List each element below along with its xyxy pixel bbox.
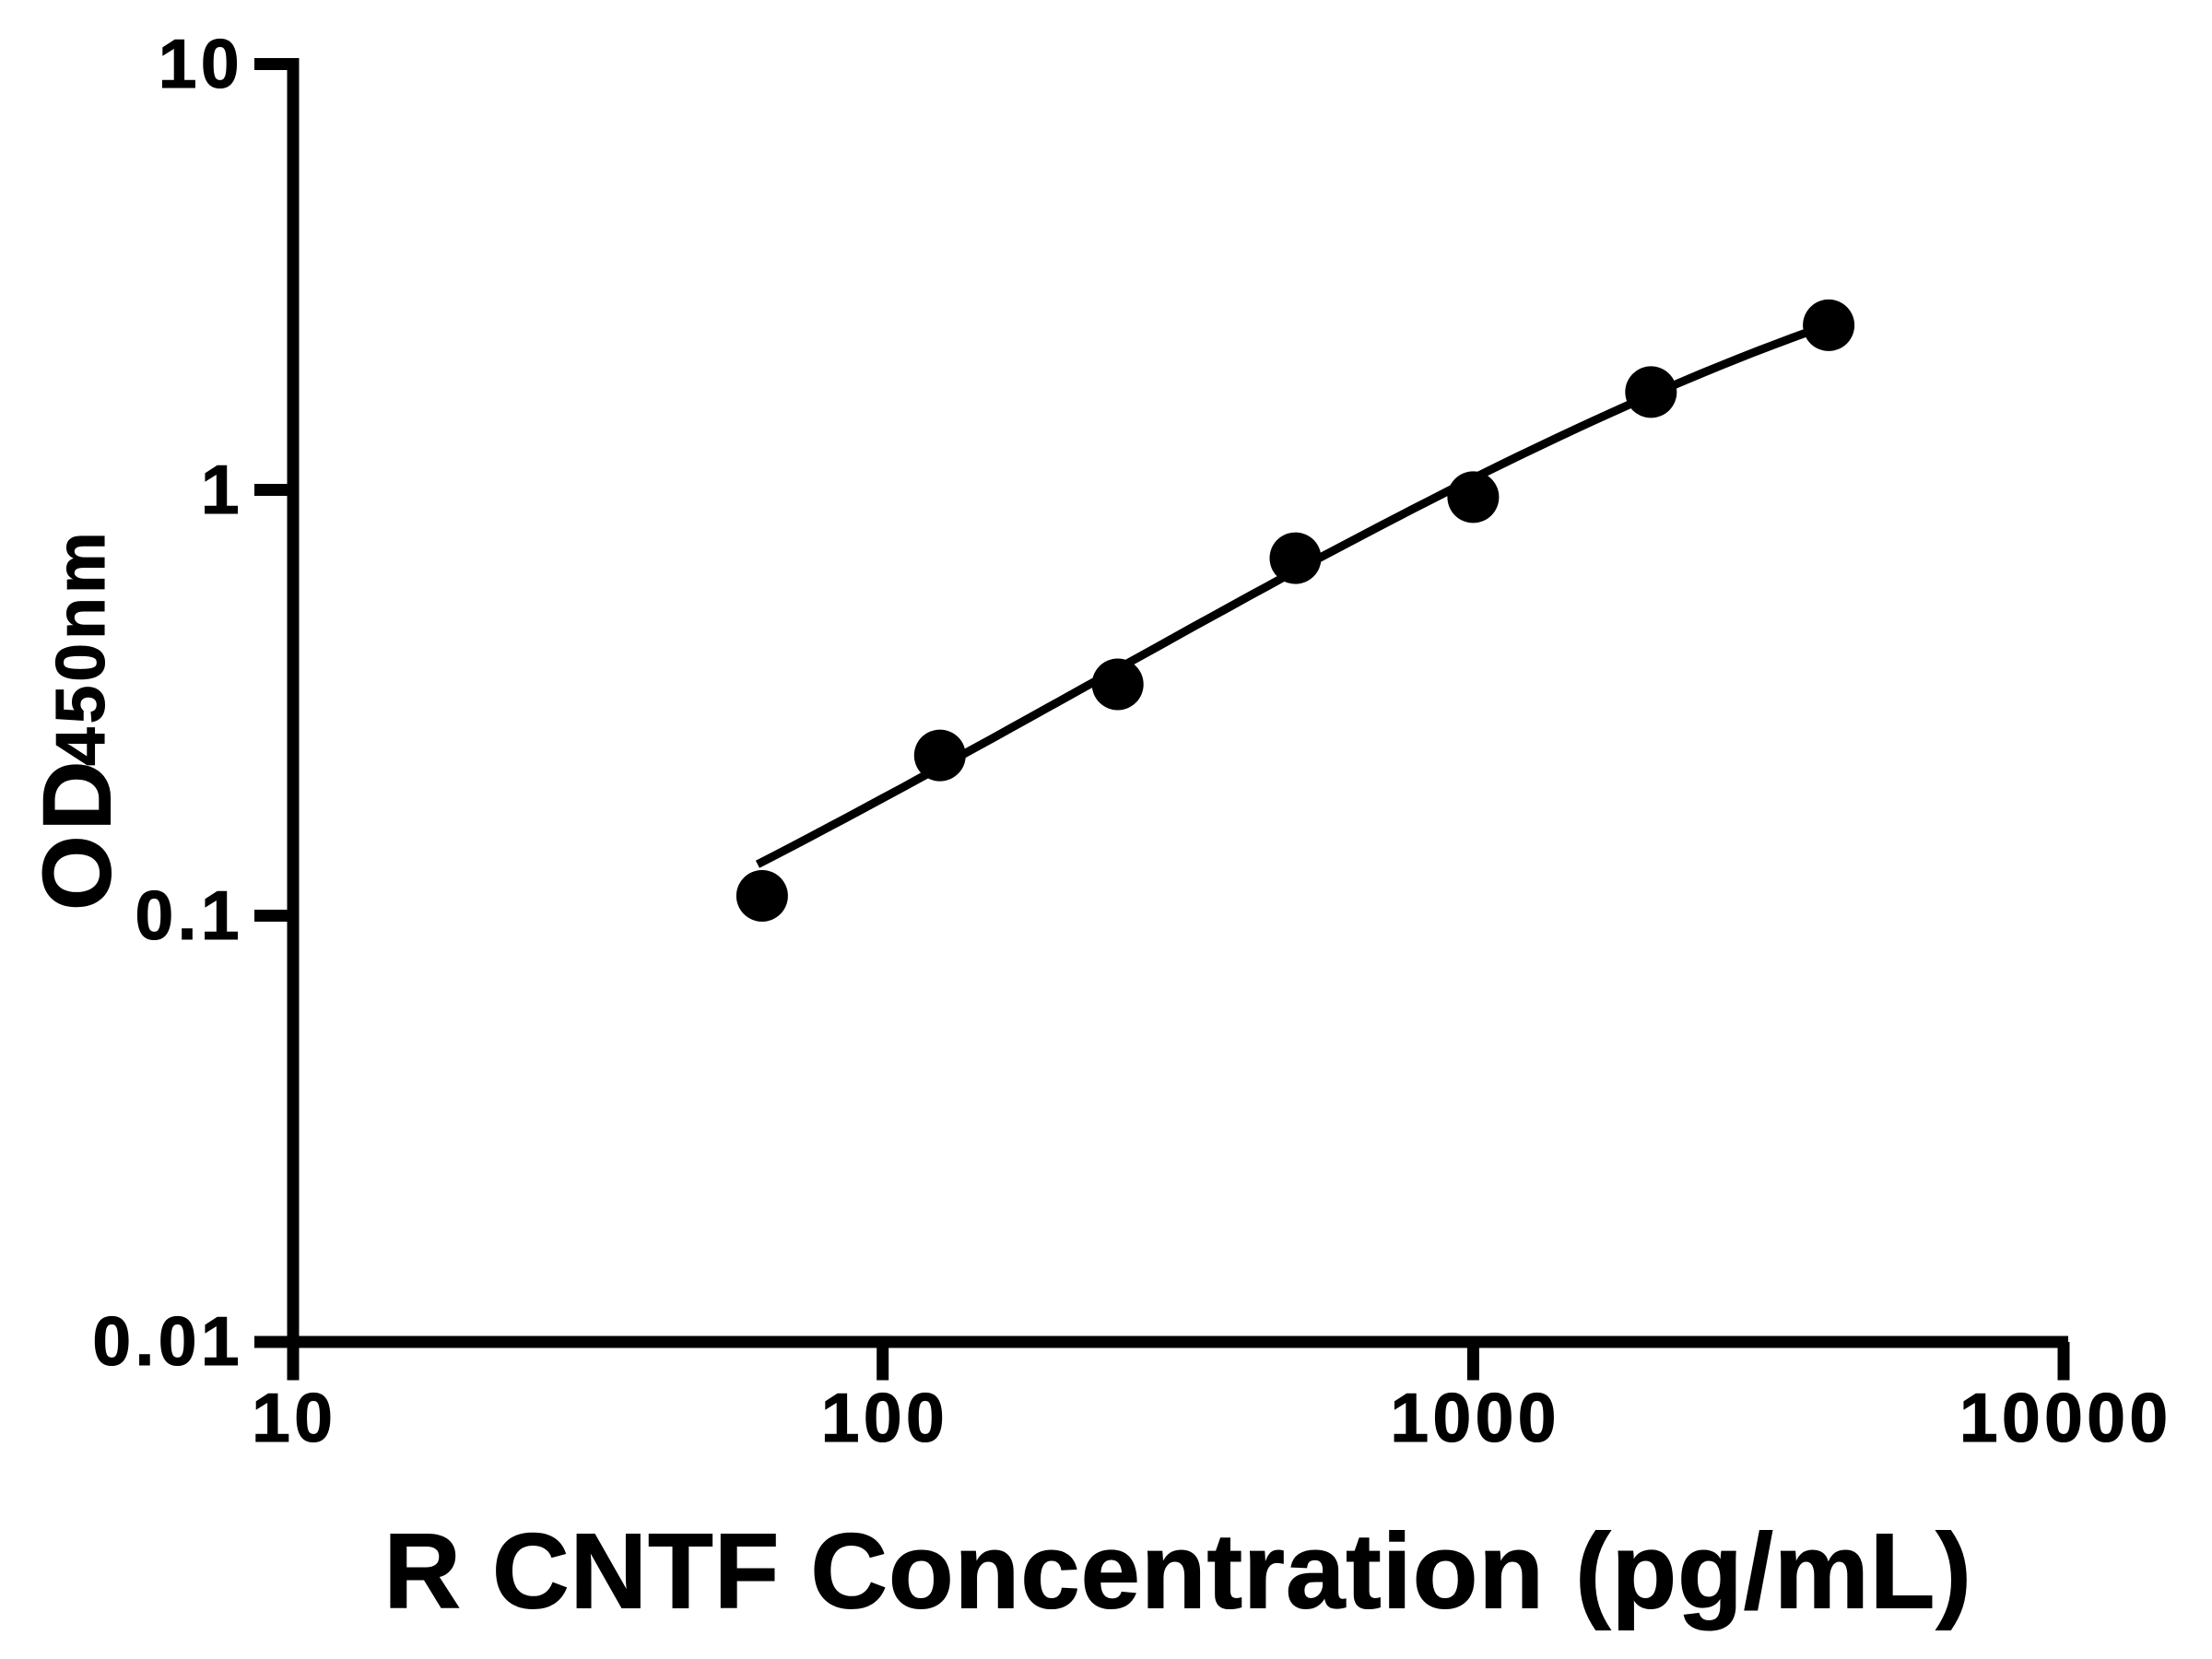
svg-text:R CNTF Concentration (pg/mL): R CNTF Concentration (pg/mL) <box>383 1512 1972 1631</box>
svg-text:0.01: 0.01 <box>92 1302 243 1380</box>
svg-text:1000: 1000 <box>1390 1379 1559 1456</box>
svg-text:10000: 10000 <box>1959 1379 2172 1456</box>
svg-text:1: 1 <box>201 451 243 528</box>
svg-text:OD: OD <box>24 757 132 912</box>
svg-text:10: 10 <box>252 1379 336 1456</box>
svg-text:100: 100 <box>821 1379 948 1456</box>
svg-text:450nm: 450nm <box>41 528 119 766</box>
svg-text:0.1: 0.1 <box>135 877 243 954</box>
svg-text:10: 10 <box>159 25 243 102</box>
